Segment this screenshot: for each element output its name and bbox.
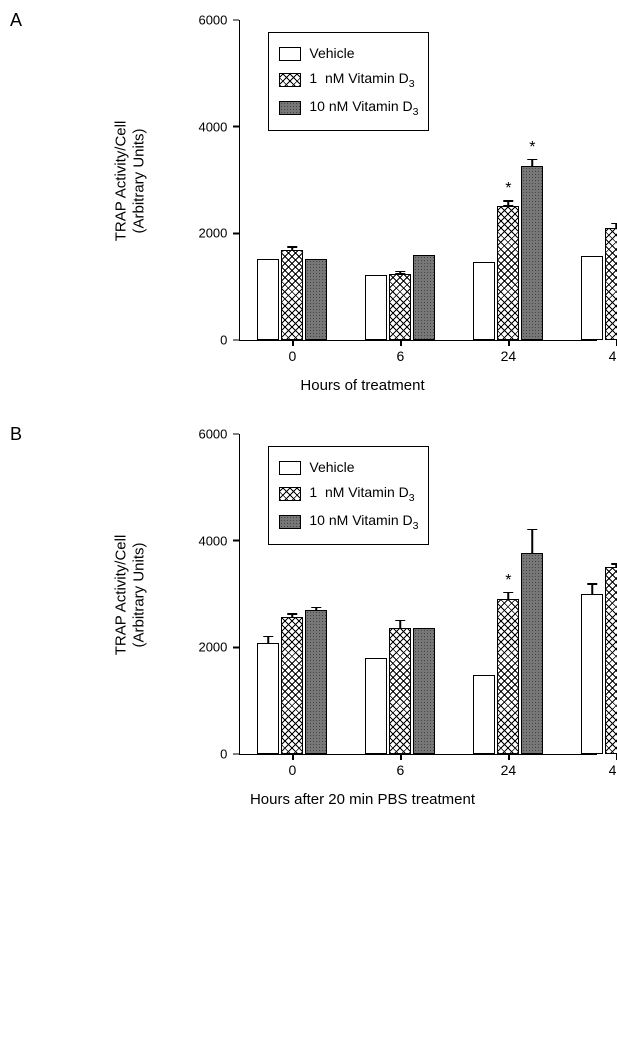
- sig-marker: *: [505, 180, 511, 198]
- bar-nm10: [305, 259, 327, 340]
- error-bar: [292, 613, 294, 618]
- sig-marker: *: [505, 572, 511, 590]
- panel-label: A: [10, 10, 22, 31]
- legend-item: Vehicle: [279, 41, 418, 66]
- legend-swatch: [279, 47, 301, 61]
- error-bar: [400, 620, 402, 630]
- plot-area: Vehicle1 nM Vitamin D310 nM Vitamin D306…: [239, 20, 597, 341]
- x-tick: [508, 754, 510, 760]
- legend-item: Vehicle: [279, 455, 418, 480]
- bar-group: * *: [581, 150, 617, 340]
- sig-marker: *: [529, 139, 535, 157]
- x-tick: [400, 754, 402, 760]
- legend-label: Vehicle: [309, 455, 354, 480]
- bar-vehicle: [365, 275, 387, 340]
- bar-nm10: [305, 610, 327, 754]
- error-bar: [268, 636, 270, 645]
- legend-swatch: [279, 487, 301, 501]
- legend-label: Vehicle: [309, 41, 354, 66]
- panel-label: B: [10, 424, 22, 445]
- legend: Vehicle1 nM Vitamin D310 nM Vitamin D3: [268, 446, 429, 545]
- error-bar: [532, 159, 534, 168]
- legend-item: 1 nM Vitamin D3: [279, 66, 418, 94]
- legend-label: 1 nM Vitamin D3: [309, 66, 414, 94]
- error-bar: [508, 592, 510, 601]
- legend-swatch: [279, 461, 301, 475]
- legend-label: 10 nM Vitamin D3: [309, 508, 418, 536]
- y-axis-label: TRAP Activity/Cell(Arbitrary Units): [70, 434, 191, 755]
- x-tick-label: 0: [288, 348, 296, 364]
- bar-vehicle: [581, 256, 603, 340]
- bar-nm1: [389, 628, 411, 754]
- plot-area: Vehicle1 nM Vitamin D310 nM Vitamin D306…: [239, 434, 597, 755]
- x-tick: [292, 340, 294, 346]
- bar-nm1: [605, 228, 617, 340]
- y-tick: 6000: [198, 13, 239, 28]
- y-ticks: 0200040006000: [197, 434, 240, 754]
- x-tick-label: 6: [396, 348, 404, 364]
- bar-nm10: *: [521, 166, 543, 340]
- x-tick: [400, 340, 402, 346]
- x-tick-label: 48: [609, 762, 617, 778]
- x-tick-label: 48: [609, 348, 617, 364]
- bar-nm10: [413, 255, 435, 340]
- y-tick: 2000: [198, 226, 239, 241]
- bar-vehicle: [365, 658, 387, 754]
- bar-group: * *: [581, 468, 617, 754]
- x-tick-label: 6: [396, 762, 404, 778]
- bar-group: [365, 255, 435, 340]
- figure-root: ATRAP Activity/Cell(Arbitrary Units)0200…: [20, 20, 597, 808]
- panel-B: BTRAP Activity/Cell(Arbitrary Units)0200…: [20, 434, 597, 808]
- y-tick: 0: [220, 747, 239, 762]
- legend-swatch: [279, 515, 301, 529]
- bar-nm1: [389, 274, 411, 340]
- bar-vehicle: [473, 675, 495, 754]
- bar-group: [257, 610, 327, 754]
- x-axis-label: Hours after 20 min PBS treatment: [128, 791, 597, 808]
- x-tick: [508, 340, 510, 346]
- y-ticks: 0200040006000: [197, 20, 240, 340]
- bar-nm1: *: [497, 206, 519, 340]
- legend-swatch: [279, 101, 301, 115]
- bar-vehicle: [581, 594, 603, 754]
- legend: Vehicle1 nM Vitamin D310 nM Vitamin D3: [268, 32, 429, 131]
- bar-nm1: [281, 617, 303, 754]
- bar-vehicle: [473, 262, 495, 340]
- bar-nm1: [281, 250, 303, 340]
- bar-group: [365, 628, 435, 754]
- bar-nm1: [605, 567, 617, 754]
- error-bar: [592, 583, 594, 595]
- bar-nm1: *: [497, 599, 519, 754]
- y-tick: 2000: [198, 640, 239, 655]
- error-bar: [508, 200, 510, 206]
- x-axis-label: Hours of treatment: [128, 377, 597, 394]
- y-axis-label: TRAP Activity/Cell(Arbitrary Units): [70, 20, 191, 341]
- x-tick-label: 24: [501, 348, 517, 364]
- bar-group: *: [473, 553, 543, 754]
- legend-item: 1 nM Vitamin D3: [279, 480, 418, 508]
- bar-vehicle: [257, 259, 279, 340]
- legend-swatch: [279, 73, 301, 87]
- error-bar: [292, 246, 294, 251]
- error-bar: [316, 607, 318, 611]
- bar-vehicle: [257, 643, 279, 754]
- error-bar: [400, 271, 402, 275]
- panel-A: ATRAP Activity/Cell(Arbitrary Units)0200…: [20, 20, 597, 394]
- legend-item: 10 nM Vitamin D3: [279, 508, 418, 536]
- bar-nm10: [521, 553, 543, 754]
- bar-nm10: [413, 628, 435, 754]
- y-tick: 4000: [198, 119, 239, 134]
- y-tick: 4000: [198, 533, 239, 548]
- error-bar: [532, 529, 534, 555]
- legend-item: 10 nM Vitamin D3: [279, 94, 418, 122]
- legend-label: 10 nM Vitamin D3: [309, 94, 418, 122]
- bar-group: **: [473, 166, 543, 340]
- x-tick: [292, 754, 294, 760]
- y-tick: 0: [220, 333, 239, 348]
- x-tick-label: 0: [288, 762, 296, 778]
- x-tick-label: 24: [501, 762, 517, 778]
- bar-group: [257, 250, 327, 340]
- y-tick: 6000: [198, 427, 239, 442]
- legend-label: 1 nM Vitamin D3: [309, 480, 414, 508]
